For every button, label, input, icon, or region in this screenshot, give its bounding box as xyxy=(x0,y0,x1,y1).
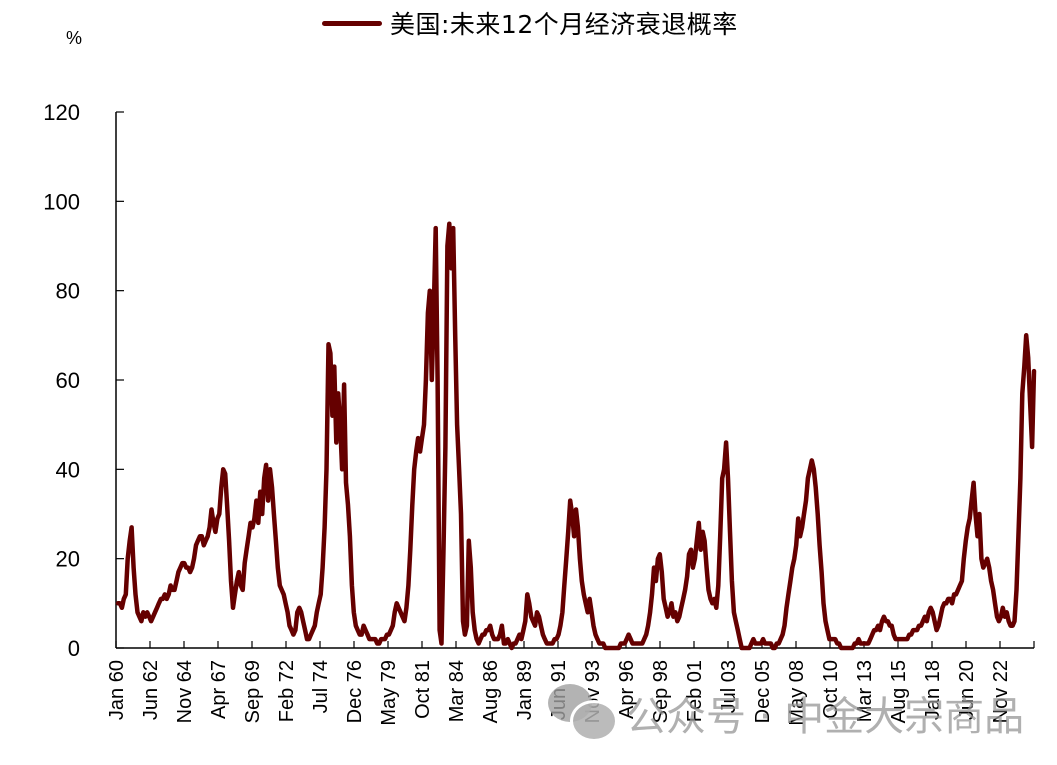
svg-text:Dec 76: Dec 76 xyxy=(344,660,366,723)
svg-text:120: 120 xyxy=(43,100,80,125)
svg-text:May 08: May 08 xyxy=(786,660,808,726)
svg-text:Jun 62: Jun 62 xyxy=(140,660,162,720)
svg-text:Feb 01: Feb 01 xyxy=(684,660,706,722)
svg-text:20: 20 xyxy=(56,547,80,572)
svg-text:Nov 64: Nov 64 xyxy=(174,660,196,723)
svg-text:Apr 96: Apr 96 xyxy=(616,660,638,719)
svg-text:80: 80 xyxy=(56,279,80,304)
svg-text:Nov 93: Nov 93 xyxy=(582,660,604,723)
svg-text:Oct 81: Oct 81 xyxy=(412,660,434,719)
svg-text:Feb 72: Feb 72 xyxy=(276,660,298,722)
y-axis: 0 20 40 60 80 100 120 xyxy=(43,100,124,661)
svg-text:Oct 10: Oct 10 xyxy=(820,660,842,719)
svg-text:Mar 13: Mar 13 xyxy=(854,660,876,722)
svg-text:Nov 22: Nov 22 xyxy=(990,660,1012,723)
svg-text:Aug 86: Aug 86 xyxy=(480,660,502,723)
svg-text:May 79: May 79 xyxy=(378,660,400,726)
svg-text:Jan 18: Jan 18 xyxy=(922,660,944,720)
svg-text:Jul 03: Jul 03 xyxy=(718,660,740,713)
svg-text:0: 0 xyxy=(68,636,80,661)
svg-text:Apr 67: Apr 67 xyxy=(208,660,230,719)
svg-text:Mar 84: Mar 84 xyxy=(446,660,468,722)
y-unit-label: % xyxy=(66,28,83,48)
recession-probability-line xyxy=(115,221,1037,651)
legend: 美国:未来12个月经济衰退概率 xyxy=(322,6,738,40)
svg-text:40: 40 xyxy=(56,457,80,482)
svg-text:Aug 15: Aug 15 xyxy=(888,660,910,723)
svg-text:Jul 74: Jul 74 xyxy=(310,660,332,713)
legend-label: 美国:未来12个月经济衰退概率 xyxy=(390,10,738,39)
svg-text:Sep 69: Sep 69 xyxy=(242,660,264,723)
x-axis: Jan 60 Jun 62 Nov 64 Apr 67 Sep 69 Feb 72 Jul … xyxy=(106,641,1035,726)
svg-text:Jun 91: Jun 91 xyxy=(548,660,570,720)
svg-text:60: 60 xyxy=(56,368,80,393)
svg-text:Sep 98: Sep 98 xyxy=(650,660,672,723)
svg-text:Jun 20: Jun 20 xyxy=(956,660,978,720)
legend-line-swatch xyxy=(322,20,382,26)
svg-text:Jan 60: Jan 60 xyxy=(106,660,128,720)
svg-text:Jan 89: Jan 89 xyxy=(514,660,536,720)
svg-text:Dec 05: Dec 05 xyxy=(752,660,774,723)
svg-text:100: 100 xyxy=(43,189,80,214)
